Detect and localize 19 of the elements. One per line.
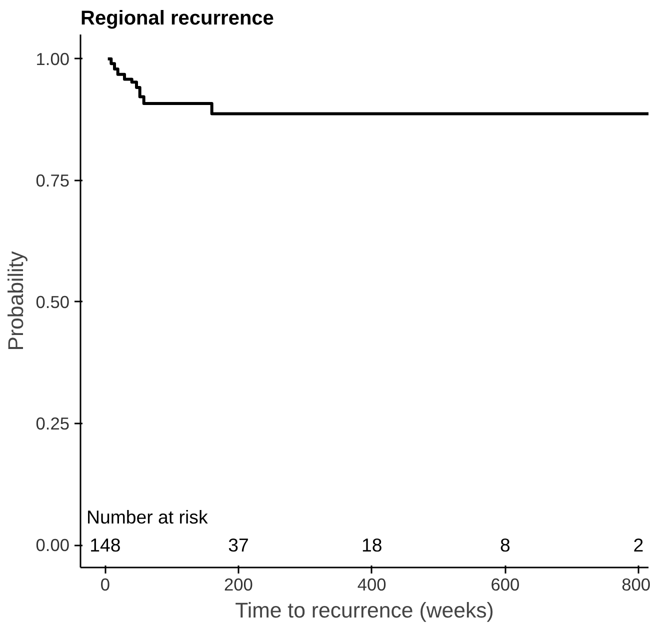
x-tick-label: 600 (490, 574, 520, 594)
x-tick-label: 200 (224, 574, 253, 594)
annotation: Number at risk (86, 506, 208, 528)
chart-title: Regional recurrence (80, 8, 274, 30)
annotation: 148 (90, 534, 121, 556)
x-tick-label: 0 (100, 574, 110, 594)
x-tick-label: 400 (357, 574, 386, 594)
x-tick-label: 800 (622, 574, 650, 594)
annotation: 2 (633, 534, 644, 556)
y-tick-label: 0.00 (36, 535, 70, 556)
y-tick-label: 1.00 (36, 48, 70, 69)
y-tick-label: 0.50 (36, 292, 70, 312)
annotation: 18 (361, 534, 382, 556)
y-tick-label: 0.25 (36, 414, 70, 434)
annotation: 37 (228, 534, 249, 556)
y-tick-label: 0.75 (36, 170, 70, 190)
x-axis-title: Time to recurrence (weeks) (235, 598, 494, 622)
y-axis-title: Probability (4, 250, 28, 351)
annotation: 8 (500, 534, 510, 556)
